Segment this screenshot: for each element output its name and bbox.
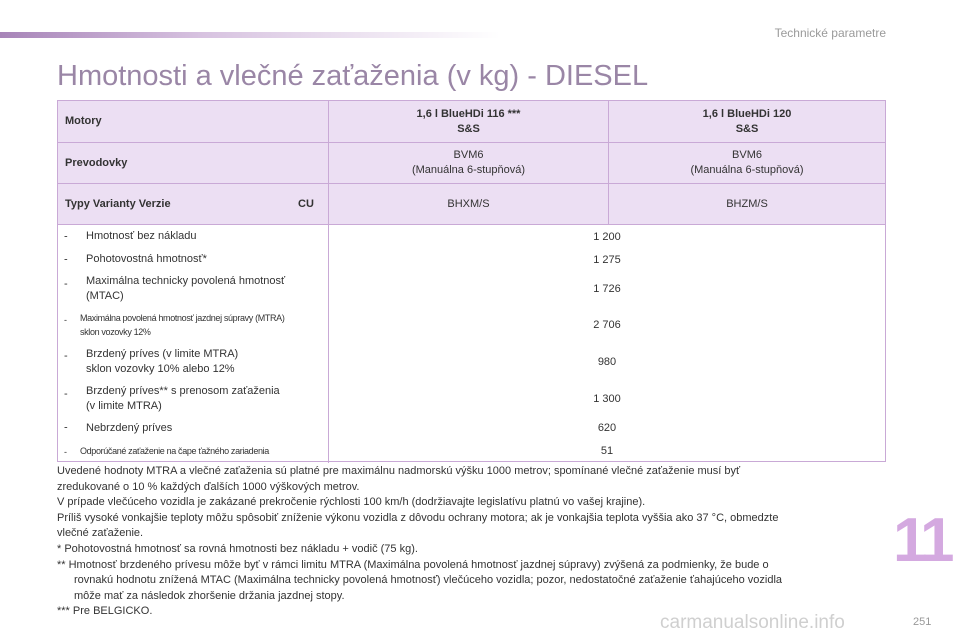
header-label-text: Motory bbox=[65, 115, 102, 127]
row-value: 1 300 bbox=[328, 381, 885, 417]
note-line: *** Pre BELGICKO. bbox=[57, 605, 153, 618]
note-line: môže mať za následok zhoršenie držania j… bbox=[74, 589, 345, 602]
watermark: carmanualsonline.info bbox=[660, 612, 845, 633]
row-label-line: Maximálna povolená hmotnosť jazdnej súpr… bbox=[80, 313, 285, 323]
table-row: Maximálna povolená hmotnosť jazdnej súpr… bbox=[58, 307, 885, 343]
header-line: S&S bbox=[735, 122, 759, 135]
row-label: Pohotovostná hmotnosť* bbox=[58, 248, 328, 271]
row-value: 1 726 bbox=[328, 271, 885, 307]
row-label-line: Hmotnosť bez nákladu bbox=[86, 230, 197, 242]
row-label-line: Nebrzdený príves bbox=[86, 421, 173, 434]
row-value: 620 bbox=[328, 417, 885, 439]
header-line: BHXM/S bbox=[447, 197, 490, 210]
row-label-line: sklon vozovky 12% bbox=[80, 327, 151, 337]
table-row: Nebrzdený príves 620 bbox=[58, 417, 885, 439]
header-label-text: Typy Varianty Verzie bbox=[65, 197, 171, 210]
row-label-line: Brzdený príves** s prenosom zaťaženia bbox=[86, 385, 280, 397]
notes: Uvedené hodnoty MTRA a vlečné zaťaženia … bbox=[57, 464, 887, 620]
header-code: CU bbox=[298, 197, 314, 210]
row-label: Brzdený príves** s prenosom zaťaženia (v … bbox=[58, 381, 328, 417]
header-label: Typy Varianty Verzie CU bbox=[58, 184, 328, 224]
row-label-line: (MTAC) bbox=[86, 290, 124, 302]
header-line: (Manuálna 6-stupňová) bbox=[411, 164, 526, 176]
header-row: Typy Varianty Verzie CU BHXM/S BHZM/S bbox=[58, 184, 885, 225]
header-cell: BHXM/S bbox=[328, 184, 608, 224]
header-label: Motory bbox=[58, 101, 328, 142]
table-row: Maximálna technicky povolená hmotnosť (MT… bbox=[58, 271, 885, 307]
row-label: Maximálna povolená hmotnosť jazdnej súpr… bbox=[58, 307, 328, 343]
header-line: 1,6 l BlueHDi 120 bbox=[702, 107, 792, 120]
row-label: Maximálna technicky povolená hmotnosť (MT… bbox=[58, 271, 328, 307]
table-row: Brzdený príves** s prenosom zaťaženia (v … bbox=[58, 381, 885, 417]
note-line: Uvedené hodnoty MTRA a vlečné zaťaženia … bbox=[57, 465, 741, 477]
header-row: Prevodovky BVM6 (Manuálna 6-stupňová) BVM6 (… bbox=[58, 143, 885, 184]
row-value: 2 706 bbox=[328, 307, 885, 343]
header-row: Motory 1,6 l BlueHDi 116 *** S&S 1,6 l Blue… bbox=[58, 101, 885, 143]
note-line: V prípade vlečúceho vozidla je zakázané … bbox=[57, 496, 646, 509]
row-value: 980 bbox=[328, 343, 885, 381]
page-number: 251 bbox=[913, 616, 932, 628]
note-line: * Pohotovostná hmotnosť sa rovná hmotnos… bbox=[57, 542, 418, 555]
header-line: BVM6 bbox=[732, 149, 762, 161]
header-bar bbox=[0, 32, 500, 38]
row-value: 1 275 bbox=[328, 248, 885, 271]
table-row: Pohotovostná hmotnosť* 1 275 bbox=[58, 248, 885, 271]
note-line: rovnakú hodnotu znížená MTAC (Maximálna … bbox=[74, 574, 783, 587]
header-label-text: Prevodovky bbox=[65, 156, 128, 169]
table-row: Hmotnosť bez nákladu 1 200 bbox=[58, 225, 885, 248]
row-label-line: (v limite MTRA) bbox=[86, 400, 162, 412]
header-cell: BVM6 (Manuálna 6-stupňová) bbox=[328, 143, 608, 183]
header-line: BVM6 bbox=[453, 149, 484, 161]
header-cell: 1,6 l BlueHDi 120 S&S bbox=[608, 101, 885, 142]
row-label-line: Odporúčané zaťaženie na čape ťažného zar… bbox=[80, 446, 269, 456]
row-label: Hmotnosť bez nákladu bbox=[58, 225, 328, 248]
note-line: zredukované o 10 % každých ďalších 1000 … bbox=[57, 480, 360, 493]
note-line: Príliš vysoké vonkajšie teploty môžu spô… bbox=[57, 511, 779, 524]
row-label: Odporúčané zaťaženie na čape ťažného zar… bbox=[58, 439, 328, 463]
row-label: Brzdený príves (v limite MTRA) sklon vozo… bbox=[58, 343, 328, 381]
header-line: (Manuálna 6-stupňová) bbox=[690, 164, 804, 176]
row-label-line: sklon vozovky 10% alebo 12% bbox=[86, 363, 235, 375]
header-line: 1,6 l BlueHDi 116 *** bbox=[416, 107, 521, 120]
row-value: 51 bbox=[328, 439, 885, 463]
table: Motory 1,6 l BlueHDi 116 *** S&S 1,6 l Blue… bbox=[57, 100, 886, 463]
row-label-line: Maximálna technicky povolená hmotnosť bbox=[86, 275, 286, 287]
row-label: Nebrzdený príves bbox=[58, 417, 328, 439]
table-row: Odporúčané zaťaženie na čape ťažného zar… bbox=[58, 439, 885, 463]
header-label: Prevodovky bbox=[58, 143, 328, 183]
header-cell: BHZM/S bbox=[608, 184, 885, 224]
table-row: Brzdený príves (v limite MTRA) sklon vozo… bbox=[58, 343, 885, 381]
note-line: vlečné zaťaženie. bbox=[57, 527, 144, 540]
header-line: S&S bbox=[457, 122, 480, 135]
chapter-number: 11 bbox=[893, 506, 955, 575]
row-label-line: Brzdený príves (v limite MTRA) bbox=[86, 348, 239, 360]
header-cell: BVM6 (Manuálna 6-stupňová) bbox=[608, 143, 885, 183]
row-label-line: Pohotovostná hmotnosť* bbox=[86, 253, 207, 265]
row-value: 1 200 bbox=[328, 225, 885, 248]
section-name: Technické parametre bbox=[774, 26, 886, 40]
header-line: BHZM/S bbox=[726, 197, 768, 210]
page-title: Hmotnosti a vlečné zaťaženia (v kg) - DI… bbox=[57, 60, 649, 92]
note-line: ** Hmotnosť brzdeného prívesu môže byť v… bbox=[57, 558, 769, 571]
header-cell: 1,6 l BlueHDi 116 *** S&S bbox=[328, 101, 608, 142]
